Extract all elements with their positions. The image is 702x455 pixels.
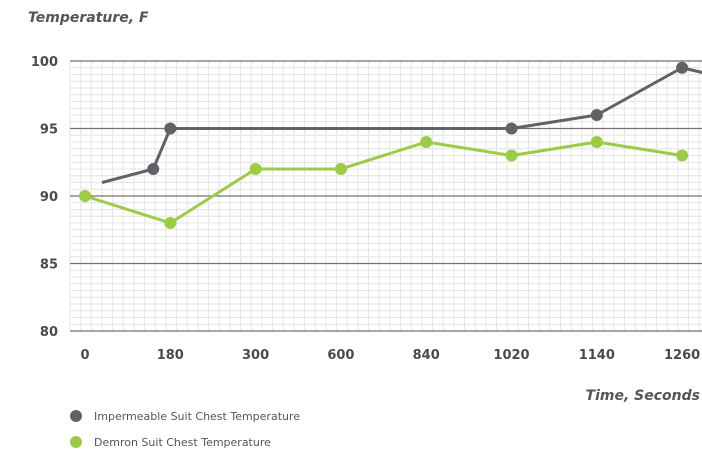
series-layer — [79, 61, 702, 229]
x-axis-title: Time, Seconds — [586, 388, 700, 404]
legend-item-demron: Demron Suit Chest Temperature — [70, 429, 300, 455]
data-point — [334, 163, 347, 175]
legend-marker-impermeable — [70, 410, 82, 422]
data-point — [676, 61, 689, 74]
series-line-0 — [101, 66, 702, 184]
x-tick-label: 1260 — [664, 348, 700, 363]
x-tick-label: 840 — [413, 348, 440, 363]
series-line-1 — [84, 140, 683, 225]
y-tick-label: 100 — [31, 55, 58, 70]
x-tick-label: 300 — [242, 348, 269, 363]
x-tick-label: 600 — [327, 348, 354, 363]
legend-label-demron: Demron Suit Chest Temperature — [94, 435, 271, 449]
data-point — [590, 136, 603, 148]
legend: Impermeable Suit Chest Temperature Demro… — [70, 403, 300, 455]
legend-marker-demron — [70, 436, 82, 448]
data-point — [590, 109, 603, 121]
x-tick-label: 0 — [80, 348, 89, 363]
data-point — [147, 163, 160, 175]
data-point — [676, 149, 689, 162]
legend-item-impermeable: Impermeable Suit Chest Temperature — [70, 403, 300, 429]
data-point — [505, 149, 518, 162]
data-point — [249, 163, 262, 175]
y-axis-title: Temperature, F — [28, 10, 149, 26]
data-point — [420, 136, 433, 148]
data-point — [505, 122, 518, 135]
y-tick-label: 80 — [40, 325, 58, 340]
y-tick-label: 85 — [40, 258, 58, 273]
data-point — [164, 122, 177, 135]
y-tick-labels: 80 85 90 95 100 — [31, 55, 58, 340]
x-tick-label: 1140 — [579, 348, 615, 363]
data-point — [79, 190, 91, 202]
data-point — [164, 217, 177, 229]
x-tick-labels: 0 180 300 600 840 1020 1140 1260 — [80, 348, 700, 363]
legend-label-impermeable: Impermeable Suit Chest Temperature — [94, 409, 301, 423]
x-tick-label: 1020 — [493, 348, 529, 363]
x-tick-label: 180 — [157, 348, 184, 363]
y-tick-label: 95 — [40, 123, 58, 138]
y-tick-label: 90 — [40, 190, 58, 205]
